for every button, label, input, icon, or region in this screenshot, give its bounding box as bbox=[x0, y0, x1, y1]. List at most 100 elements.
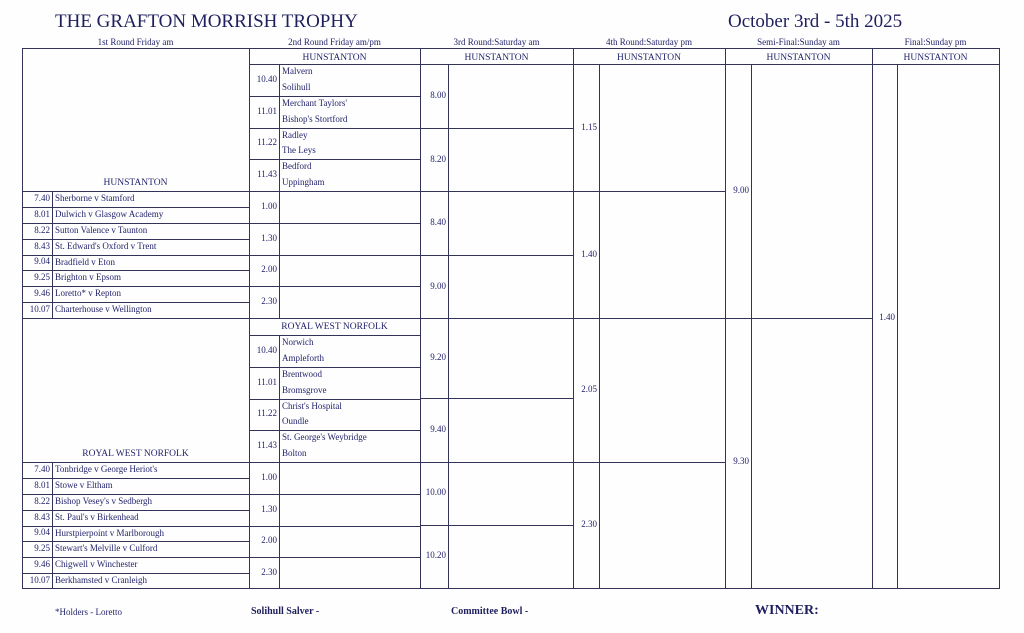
time-slot: 8.01 bbox=[34, 479, 50, 490]
round-header: Semi-Final:Sunday am bbox=[757, 37, 840, 47]
time-slot: 11.43 bbox=[257, 169, 277, 180]
time-slot: 7.40 bbox=[34, 463, 50, 474]
time-slot: 9.04 bbox=[34, 256, 50, 267]
divider bbox=[22, 494, 249, 495]
time-slot: 9.25 bbox=[34, 543, 50, 554]
venue-label: HUNSTANTON bbox=[103, 178, 168, 188]
divider bbox=[249, 494, 420, 495]
time-slot: 2.05 bbox=[581, 384, 597, 394]
time-slot: 8.20 bbox=[430, 154, 446, 164]
time-slot: 8.43 bbox=[34, 511, 50, 522]
team-name: Bishop's Stortford bbox=[282, 113, 348, 124]
first-round-match: Sutton Valence v Taunton bbox=[55, 224, 148, 235]
team-name: Malvern bbox=[282, 66, 313, 76]
first-round-match: St. Paul's v Birkenhead bbox=[55, 511, 139, 522]
divider bbox=[279, 335, 280, 588]
divider bbox=[448, 64, 449, 588]
time-slot: 9.46 bbox=[34, 288, 50, 299]
team-name: Norwich bbox=[282, 337, 314, 347]
divider bbox=[420, 462, 573, 463]
venue-header: HUNSTANTON bbox=[617, 53, 681, 63]
divider bbox=[22, 478, 249, 479]
time-slot: 9.04 bbox=[34, 527, 50, 538]
round-header: 2nd Round Friday am/pm bbox=[288, 37, 381, 47]
divider bbox=[573, 191, 725, 192]
team-name: Uppingham bbox=[282, 177, 325, 188]
team-name: Radley bbox=[282, 129, 308, 140]
first-round-match: Bradfield v Eton bbox=[55, 256, 115, 267]
team-name: St. George's Weybridge bbox=[282, 432, 367, 443]
first-round-match: Stowe v Eltham bbox=[55, 479, 113, 490]
divider bbox=[249, 159, 420, 160]
divider bbox=[420, 318, 573, 319]
divider bbox=[249, 318, 420, 319]
time-slot: 2.30 bbox=[581, 519, 597, 529]
team-name: Bromsgrove bbox=[282, 384, 327, 395]
team-name: Solihull bbox=[282, 81, 311, 92]
divider bbox=[249, 367, 420, 368]
first-round-match: Dulwich v Glasgow Academy bbox=[55, 208, 164, 219]
time-slot: 11.01 bbox=[257, 105, 277, 116]
time-slot: 9.46 bbox=[34, 559, 50, 570]
divider bbox=[573, 462, 725, 463]
round-header: 4th Round:Saturday pm bbox=[606, 37, 692, 47]
round-header: Final:Sunday pm bbox=[904, 37, 967, 47]
time-slot: 10.07 bbox=[29, 575, 50, 586]
team-name: The Leys bbox=[282, 145, 316, 156]
time-slot: 9.25 bbox=[34, 272, 50, 283]
divider bbox=[22, 223, 249, 224]
time-slot: 11.01 bbox=[257, 376, 277, 387]
divider bbox=[573, 318, 725, 319]
first-round-match: Brighton v Epsom bbox=[55, 272, 122, 283]
team-name: Bolton bbox=[282, 448, 307, 459]
time-slot: 9.40 bbox=[430, 424, 446, 434]
divider bbox=[22, 557, 249, 558]
first-round-match: Chigwell v Winchester bbox=[55, 559, 138, 570]
venue-header: HUNSTANTON bbox=[903, 53, 968, 63]
time-slot: 9.20 bbox=[430, 352, 446, 362]
divider bbox=[872, 48, 873, 588]
time-slot: 1.00 bbox=[261, 200, 277, 211]
divider bbox=[420, 128, 573, 129]
divider bbox=[249, 557, 420, 558]
venue-header: HUNSTANTON bbox=[464, 53, 529, 63]
time-slot: 2.30 bbox=[261, 567, 277, 578]
divider bbox=[420, 191, 573, 192]
first-round-match: Tonbridge v George Heriot's bbox=[55, 464, 158, 474]
time-slot: 7.40 bbox=[34, 192, 50, 203]
divider bbox=[420, 398, 573, 399]
winner-label: WINNER: bbox=[755, 603, 819, 618]
time-slot: 11.22 bbox=[257, 137, 277, 148]
time-slot: 2.00 bbox=[261, 264, 277, 275]
divider bbox=[22, 510, 249, 511]
divider bbox=[22, 255, 249, 256]
divider bbox=[249, 399, 420, 400]
team-name: Christ's Hospital bbox=[282, 400, 342, 411]
time-slot: 8.01 bbox=[34, 208, 50, 219]
divider bbox=[999, 48, 1000, 589]
first-round-match: Loretto* v Repton bbox=[55, 288, 121, 299]
time-slot: 1.30 bbox=[261, 232, 277, 243]
first-round-match: Stewart's Melville v Culford bbox=[55, 543, 158, 554]
divider bbox=[420, 255, 573, 256]
solihull-salver-label: Solihull Salver - bbox=[251, 606, 320, 617]
team-name: Ampleforth bbox=[282, 352, 324, 363]
time-slot: 1.00 bbox=[261, 471, 277, 482]
team-name: Oundle bbox=[282, 416, 309, 427]
divider bbox=[22, 588, 999, 589]
time-slot: 8.43 bbox=[34, 240, 50, 251]
time-slot: 10.07 bbox=[29, 304, 50, 315]
divider bbox=[22, 207, 249, 208]
time-slot: 1.40 bbox=[879, 312, 895, 322]
time-slot: 10.00 bbox=[425, 487, 446, 497]
time-slot: 8.00 bbox=[430, 90, 446, 100]
divider bbox=[249, 64, 999, 65]
holders-note: *Holders - Loretto bbox=[55, 607, 122, 617]
venue-label: ROYAL WEST NORFOLK bbox=[281, 322, 388, 332]
divider bbox=[249, 286, 420, 287]
divider bbox=[249, 223, 420, 224]
first-round-match: Berkhamsted v Cranleigh bbox=[55, 575, 147, 586]
team-name: Bedford bbox=[282, 161, 312, 172]
first-round-match: St. Edward's Oxford v Trent bbox=[55, 240, 157, 251]
